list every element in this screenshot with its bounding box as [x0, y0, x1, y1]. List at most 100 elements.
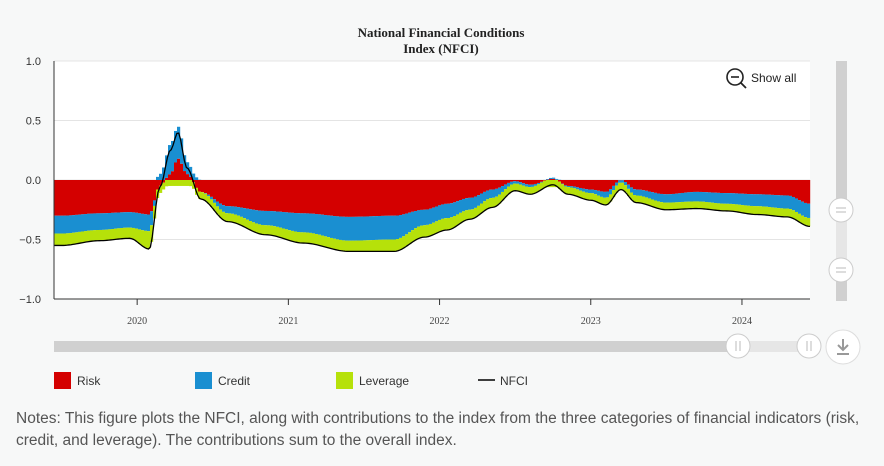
credit-bar: [357, 216, 361, 241]
credit-bar: [213, 199, 217, 203]
credit-bar: [129, 212, 133, 228]
credit-bar: [645, 190, 649, 198]
credit-bar: [159, 173, 163, 180]
risk-bar: [714, 180, 718, 193]
risk-bar: [798, 180, 802, 201]
leverage-bar: [639, 195, 643, 204]
credit-bar: [339, 216, 343, 240]
risk-bar: [741, 180, 745, 194]
leverage-bar: [741, 205, 745, 213]
credit-bar: [708, 192, 712, 203]
leverage-bar: [462, 211, 466, 222]
leverage-bar: [537, 184, 541, 192]
leverage-bar: [717, 203, 721, 211]
risk-bar: [360, 180, 364, 217]
risk-bar: [204, 180, 208, 194]
leverage-bar: [453, 216, 457, 228]
legend-item-risk[interactable]: Risk: [54, 372, 101, 389]
risk-bar: [486, 180, 490, 191]
horizontal-navigator[interactable]: [54, 333, 822, 359]
risk-bar: [684, 180, 688, 193]
risk-bar: [372, 180, 376, 217]
leverage-bar: [624, 185, 628, 193]
leverage-bar: [627, 188, 631, 196]
vertical-scroll-handle-top[interactable]: [828, 197, 854, 223]
credit-bar: [117, 212, 121, 229]
credit-bar: [405, 213, 409, 235]
leverage-bar: [201, 192, 205, 200]
leverage-bar: [99, 229, 103, 241]
leverage-bar: [729, 203, 733, 212]
risk-bar: [159, 180, 163, 186]
credit-bar: [108, 213, 112, 230]
leverage-bar: [585, 192, 589, 200]
leverage-bar: [237, 215, 241, 225]
risk-bar: [735, 180, 739, 194]
leverage-bar: [75, 232, 79, 244]
risk-bar: [399, 180, 403, 216]
leverage-bar: [573, 188, 577, 196]
legend-label-nfci: NFCI: [500, 374, 528, 388]
download-button[interactable]: [825, 329, 861, 365]
leverage-bar: [357, 240, 361, 252]
vertical-scrollbar[interactable]: [828, 61, 854, 301]
leverage-bar: [348, 240, 352, 252]
credit-bar: [525, 184, 529, 187]
risk-bar: [660, 180, 664, 194]
risk-bar: [762, 180, 766, 195]
risk-bar: [126, 180, 130, 213]
credit-bar: [480, 193, 484, 204]
risk-bar: [678, 180, 682, 194]
leverage-bar: [336, 239, 340, 251]
leverage-bar: [276, 226, 280, 237]
credit-bar: [783, 195, 787, 209]
risk-bar: [792, 180, 796, 197]
leverage-bar: [603, 197, 607, 205]
risk-bar: [753, 180, 757, 195]
credit-bar: [297, 213, 301, 233]
legend-item-leverage[interactable]: Leverage: [336, 372, 409, 389]
vertical-scroll-handle-bottom[interactable]: [828, 257, 854, 283]
credit-bar: [174, 130, 178, 163]
credit-bar: [228, 206, 232, 214]
credit-bar: [807, 203, 811, 218]
risk-bar: [432, 180, 436, 208]
leverage-bar: [279, 227, 283, 238]
credit-bar: [306, 213, 310, 233]
credit-bar: [327, 215, 331, 238]
leverage-bar: [408, 232, 412, 245]
legend-item-credit[interactable]: Credit: [195, 372, 251, 389]
risk-bar: [213, 180, 217, 200]
leverage-bar: [636, 195, 640, 203]
horizontal-scroll-handle-left[interactable]: [725, 333, 751, 359]
risk-bar: [246, 180, 250, 209]
risk-bar: [585, 180, 589, 190]
risk-bar: [729, 180, 733, 194]
risk-bar: [318, 180, 322, 215]
leverage-bar: [363, 240, 367, 252]
risk-bar: [693, 180, 697, 192]
horizontal-scroll-handle-right[interactable]: [796, 333, 822, 359]
risk-bar: [663, 180, 667, 195]
risk-bar: [738, 180, 742, 194]
credit-bar: [618, 180, 622, 183]
vertical-scroll-range-bottom: [836, 270, 847, 301]
risk-bar: [423, 180, 427, 210]
leverage-bar: [477, 205, 481, 216]
nfci-line-layer: [54, 132, 811, 253]
risk-bar: [438, 180, 442, 206]
credit-bar: [309, 213, 313, 233]
credit-bar: [711, 192, 715, 203]
credit-bar: [429, 208, 433, 224]
legend-item-nfci[interactable]: NFCI: [478, 374, 528, 388]
risk-bar: [393, 180, 397, 216]
leverage-bar: [171, 180, 175, 186]
risk-bar: [174, 162, 178, 180]
risk-bar: [567, 180, 571, 186]
credit-bar: [747, 194, 751, 206]
show-all-button[interactable]: Show all: [726, 68, 796, 89]
leverage-bar: [93, 230, 97, 241]
risk-bar: [705, 180, 709, 193]
credit-bar: [375, 216, 379, 240]
credit-bar: [114, 212, 118, 229]
